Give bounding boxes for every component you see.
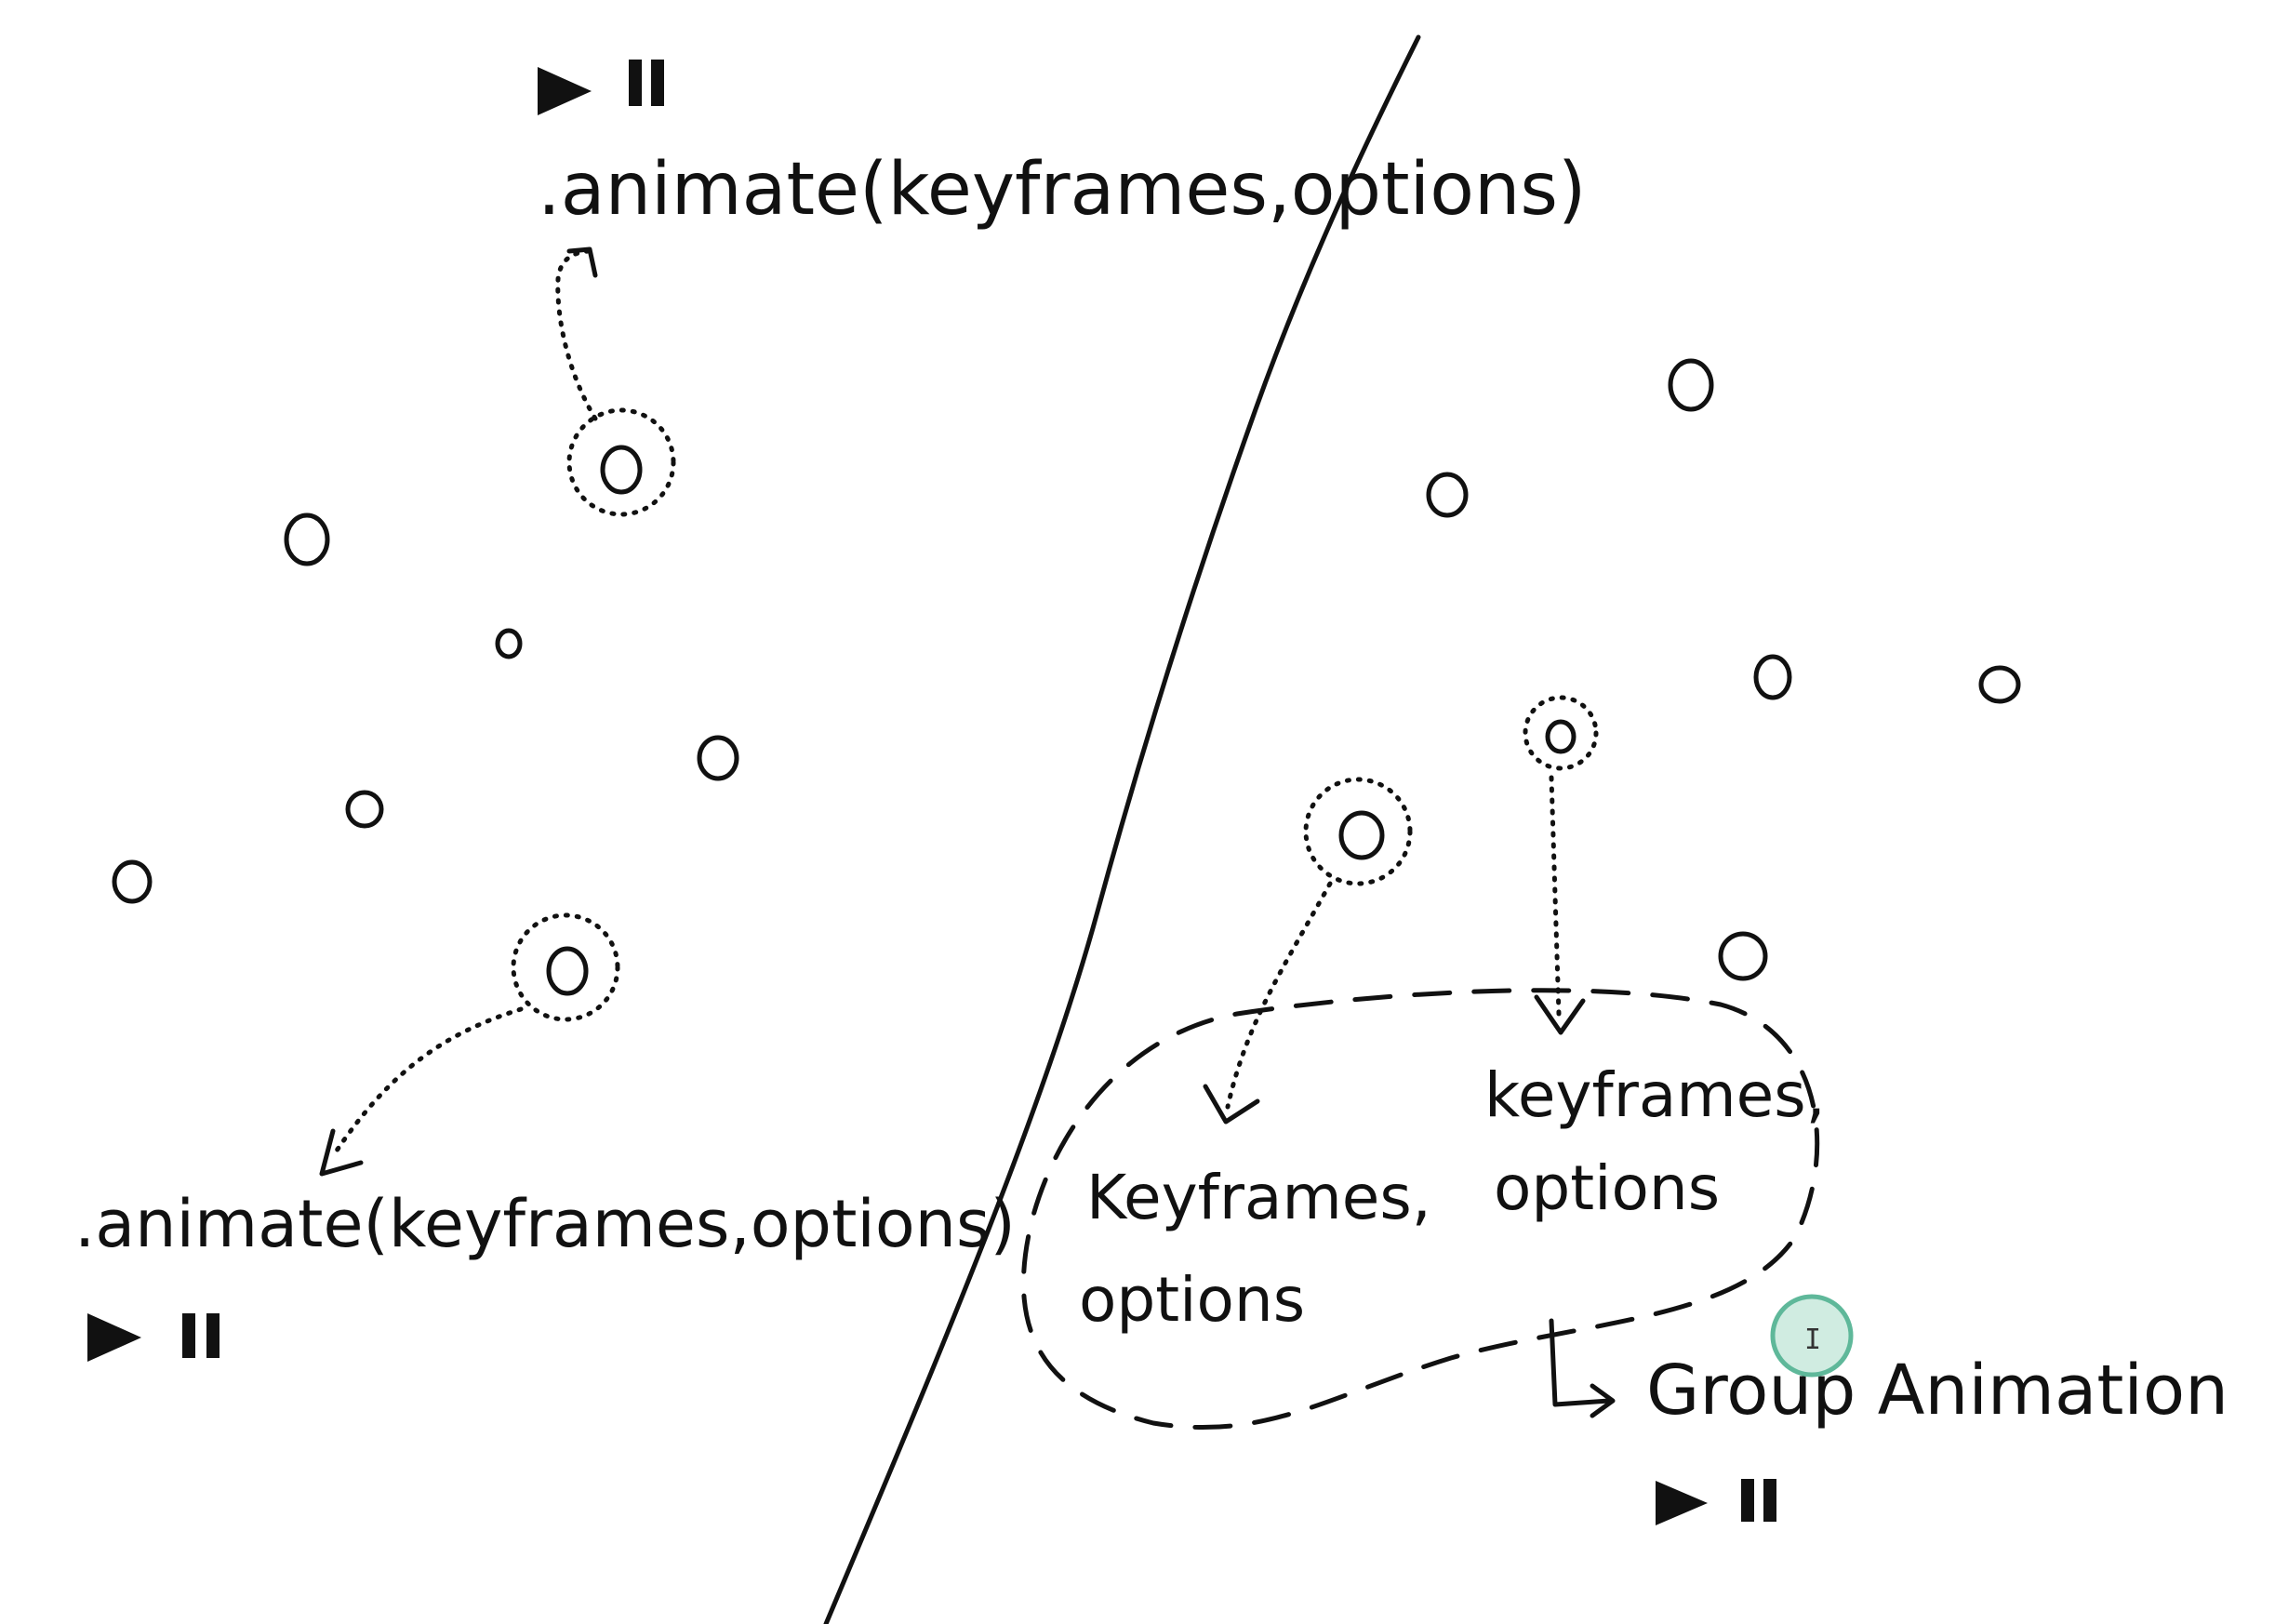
particle [699, 738, 737, 779]
right-particles [1306, 361, 2018, 978]
bottom-animate-call: .animate(keyframes,options) [74, 1186, 1016, 1262]
divider-line [826, 37, 1418, 1624]
group-item-1-line1: Keyframes, [1086, 1162, 1431, 1233]
particle [1721, 934, 1765, 978]
group-arrowhead-left [1205, 1086, 1257, 1122]
group-item-2-line1: keyframes, [1484, 1059, 1826, 1131]
pause-icon[interactable] [629, 60, 642, 106]
group-item-1-line2: options [1079, 1264, 1305, 1336]
left-particles [114, 410, 737, 1019]
particle-selected-bottom[interactable] [549, 949, 586, 993]
particle [1670, 361, 1711, 409]
group-arrow-right [1551, 778, 1559, 1014]
particle [114, 862, 150, 901]
bottom-arrowhead [322, 1131, 361, 1174]
particle [1756, 657, 1789, 698]
play-icon[interactable] [1656, 1481, 1708, 1525]
play-icon[interactable] [538, 67, 592, 115]
particle-selected-top[interactable] [603, 447, 640, 492]
particle [498, 631, 520, 657]
group-animation-label: Group Animation [1646, 1351, 2228, 1431]
particle [286, 515, 327, 564]
top-dotted-arrow [558, 251, 595, 419]
particle [348, 792, 381, 826]
bottom-controls[interactable] [87, 1313, 220, 1362]
particle [1429, 474, 1466, 515]
particle-selected-b[interactable] [1341, 813, 1382, 858]
group-arrow-left [1228, 884, 1330, 1107]
selection-ring [1306, 779, 1410, 884]
pause-icon[interactable] [182, 1313, 195, 1358]
selection-ring [1525, 698, 1596, 768]
top-animate-call: .animate(keyframes,options) [538, 148, 1586, 232]
bottom-dotted-arrow [335, 1009, 521, 1153]
particle-selected-a[interactable] [1548, 722, 1574, 752]
selection-ring [513, 915, 618, 1019]
play-icon[interactable] [87, 1313, 141, 1362]
pause-icon[interactable] [1741, 1479, 1754, 1522]
group-item-2-line2: options [1494, 1152, 1720, 1224]
text-cursor-icon: I [1804, 1324, 1821, 1356]
group-controls[interactable] [1656, 1479, 1776, 1525]
top-controls[interactable] [538, 60, 664, 115]
particle [1981, 668, 2018, 701]
top-arrowhead [569, 249, 595, 275]
selection-ring [569, 410, 673, 514]
